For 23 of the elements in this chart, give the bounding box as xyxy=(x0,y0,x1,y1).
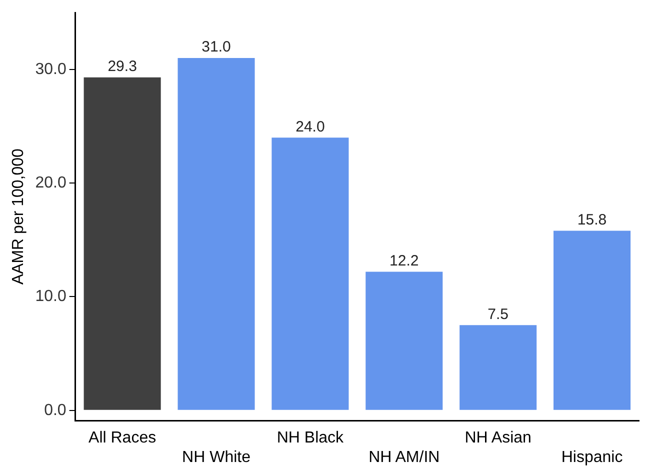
data-label: 15.8 xyxy=(577,211,607,228)
x-tick-label: NH Asian xyxy=(464,430,532,447)
data-label: 24.0 xyxy=(296,118,325,136)
data-label: 29.3 xyxy=(108,58,137,76)
y-tick-label: 10.0 xyxy=(35,288,66,306)
x-tick-label: Hispanic xyxy=(561,448,623,466)
y-tick-label: 0.0 xyxy=(44,402,66,419)
x-tick-label: NH AM/IN xyxy=(368,448,440,466)
data-label: 31.0 xyxy=(202,38,231,56)
bar xyxy=(178,58,255,410)
data-label: 12.2 xyxy=(390,252,419,270)
bar xyxy=(460,325,537,410)
bar xyxy=(272,138,349,410)
x-tick-label: NH White xyxy=(182,448,251,466)
x-tick-label: All Races xyxy=(88,430,156,447)
bar xyxy=(554,230,631,410)
data-label: 7.5 xyxy=(488,306,509,323)
x-tick-label: NH Black xyxy=(276,430,345,447)
y-tick-label: 30.0 xyxy=(35,60,66,78)
bar xyxy=(366,272,443,410)
bar xyxy=(84,77,161,410)
y-axis-title: AAMR per 100,000 xyxy=(10,148,28,285)
y-tick-label: 20.0 xyxy=(35,174,66,192)
